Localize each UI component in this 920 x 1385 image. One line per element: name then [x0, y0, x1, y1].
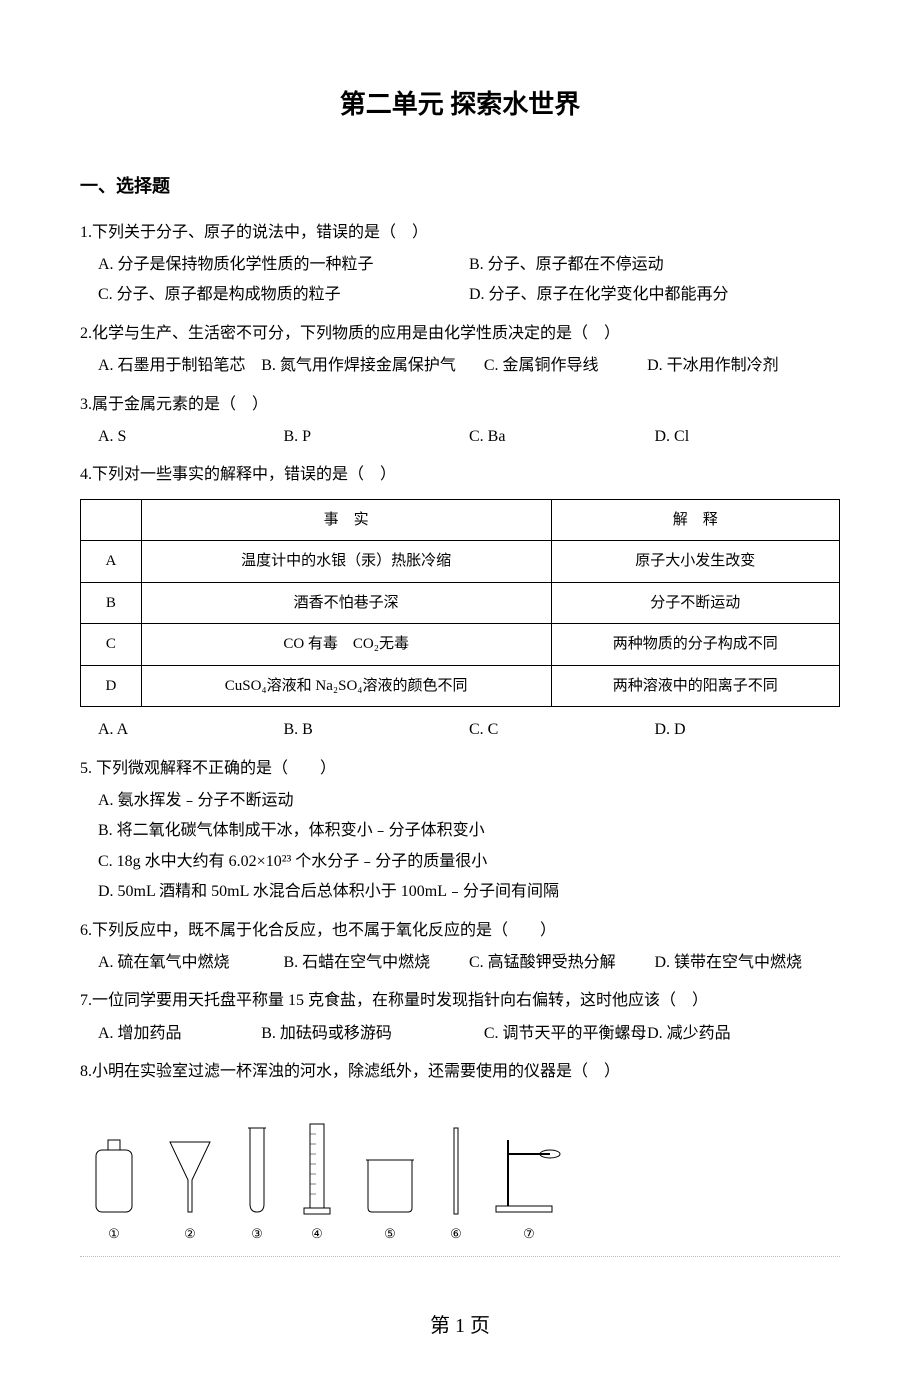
- iron-stand-icon: [494, 1136, 564, 1216]
- q4-a-label: A: [81, 541, 142, 583]
- beaker-icon: [362, 1154, 418, 1216]
- q5-opt-c: C. 18g 水中大约有 6.02×10²³ 个水分子﹣分子的质量很小: [80, 847, 840, 877]
- apparatus-1: ①: [90, 1138, 138, 1247]
- apparatus-4: ④: [300, 1120, 334, 1247]
- q4-opt-d: D. D: [655, 715, 841, 745]
- question-8: 8.小明在实验室过滤一杯浑浊的河水，除滤纸外，还需要使用的仪器是（ ） ① ② …: [80, 1057, 840, 1257]
- q4-text: 4.下列对一些事实的解释中，错误的是（ ）: [80, 460, 840, 490]
- q4-row-c: C CO 有毒 CO₂无毒 两种物质的分子构成不同: [81, 624, 840, 666]
- q4-b-explain: 分子不断运动: [551, 582, 839, 624]
- apparatus-7: ⑦: [494, 1136, 564, 1247]
- q4-opt-c: C. C: [469, 715, 655, 745]
- bottle-icon: [90, 1138, 138, 1216]
- q4-row-d: D CuSO₄溶液和 Na₂SO₄溶液的颜色不同 两种溶液中的阳离子不同: [81, 665, 840, 707]
- q1-opt-b: B. 分子、原子都在不停运动: [469, 250, 840, 280]
- q4-c-label: C: [81, 624, 142, 666]
- question-6: 6.下列反应中，既不属于化合反应，也不属于氧化反应的是（ ） A. 硫在氧气中燃…: [80, 916, 840, 979]
- q4-a-fact: 温度计中的水银（汞）热胀冷缩: [141, 541, 551, 583]
- q4-d-fact: CuSO₄溶液和 Na₂SO₄溶液的颜色不同: [141, 665, 551, 707]
- q1-opt-d: D. 分子、原子在化学变化中都能再分: [469, 280, 840, 310]
- test-tube-icon: [242, 1126, 272, 1216]
- q1-text: 1.下列关于分子、原子的说法中，错误的是（ ）: [80, 218, 840, 248]
- q7-opt-a: A. 增加药品: [98, 1019, 261, 1049]
- q6-opt-d: D. 镁带在空气中燃烧: [655, 948, 841, 978]
- q4-opt-a: A. A: [98, 715, 284, 745]
- q5-opt-a: A. 氨水挥发﹣分子不断运动: [80, 786, 840, 816]
- q3-opt-a: A. S: [98, 422, 284, 452]
- apparatus-3-label: ③: [251, 1222, 263, 1247]
- question-3: 3.属于金属元素的是（ ） A. S B. P C. Ba D. Cl: [80, 390, 840, 453]
- q3-text: 3.属于金属元素的是（ ）: [80, 390, 840, 420]
- apparatus-1-label: ①: [108, 1222, 120, 1247]
- question-4: 4.下列对一些事实的解释中，错误的是（ ） 事 实 解 释 A 温度计中的水银（…: [80, 460, 840, 745]
- q7-text: 7.一位同学要用天托盘平称量 15 克食盐，在称量时发现指针向右偏转，这时他应该…: [80, 986, 840, 1016]
- q1-opt-c: C. 分子、原子都是构成物质的粒子: [98, 280, 469, 310]
- q4-d-explain: 两种溶液中的阳离子不同: [551, 665, 839, 707]
- q2-opt-a: A. 石墨用于制铅笔芯: [98, 351, 261, 381]
- apparatus-2-label: ②: [184, 1222, 196, 1247]
- question-5: 5. 下列微观解释不正确的是（ ） A. 氨水挥发﹣分子不断运动 B. 将二氧化…: [80, 754, 840, 908]
- q2-opt-d: D. 干冰用作制冷剂: [647, 351, 840, 381]
- q3-opt-d: D. Cl: [655, 422, 841, 452]
- cylinder-icon: [300, 1120, 334, 1216]
- q2-opt-c: C. 金属铜作导线: [484, 351, 647, 381]
- q4-d-label: D: [81, 665, 142, 707]
- q4-b-fact: 酒香不怕巷子深: [141, 582, 551, 624]
- apparatus-4-label: ④: [311, 1222, 323, 1247]
- q2-opt-b: B. 氮气用作焊接金属保护气: [261, 351, 484, 381]
- funnel-icon: [166, 1138, 214, 1216]
- q6-opt-c: C. 高锰酸钾受热分解: [469, 948, 655, 978]
- q4-b-label: B: [81, 582, 142, 624]
- q4-c-fact: CO 有毒 CO₂无毒: [141, 624, 551, 666]
- q4-a-explain: 原子大小发生改变: [551, 541, 839, 583]
- q5-opt-b: B. 将二氧化碳气体制成干冰，体积变小﹣分子体积变小: [80, 816, 840, 846]
- section-heading: 一、选择题: [80, 169, 840, 203]
- q4-table: 事 实 解 释 A 温度计中的水银（汞）热胀冷缩 原子大小发生改变 B 酒香不怕…: [80, 499, 840, 708]
- q7-opt-b: B. 加砝码或移游码: [261, 1019, 484, 1049]
- q6-opt-b: B. 石蜡在空气中燃烧: [284, 948, 470, 978]
- page-footer: 第 1 页: [80, 1307, 840, 1345]
- apparatus-diagram: ① ② ③: [80, 1100, 840, 1258]
- q6-text: 6.下列反应中，既不属于化合反应，也不属于氧化反应的是（ ）: [80, 916, 840, 946]
- q6-opt-a: A. 硫在氧气中燃烧: [98, 948, 284, 978]
- q5-opt-d: D. 50mL 酒精和 50mL 水混合后总体积小于 100mL﹣分子间有间隔: [80, 877, 840, 907]
- q5-text: 5. 下列微观解释不正确的是（ ）: [80, 754, 840, 784]
- apparatus-6-label: ⑥: [450, 1222, 462, 1247]
- apparatus-3: ③: [242, 1126, 272, 1247]
- q4-th-fact: 事 实: [141, 499, 551, 541]
- apparatus-6: ⑥: [446, 1126, 466, 1247]
- question-1: 1.下列关于分子、原子的说法中，错误的是（ ） A. 分子是保持物质化学性质的一…: [80, 218, 840, 311]
- q4-row-b: B 酒香不怕巷子深 分子不断运动: [81, 582, 840, 624]
- apparatus-5: ⑤: [362, 1154, 418, 1247]
- q3-opt-c: C. Ba: [469, 422, 655, 452]
- apparatus-7-label: ⑦: [523, 1222, 535, 1247]
- q4-row-a: A 温度计中的水银（汞）热胀冷缩 原子大小发生改变: [81, 541, 840, 583]
- q7-opt-c: C. 调节天平的平衡螺母: [484, 1019, 647, 1049]
- q2-text: 2.化学与生产、生活密不可分，下列物质的应用是由化学性质决定的是（ ）: [80, 319, 840, 349]
- question-2: 2.化学与生产、生活密不可分，下列物质的应用是由化学性质决定的是（ ） A. 石…: [80, 319, 840, 382]
- glass-rod-icon: [446, 1126, 466, 1216]
- apparatus-2: ②: [166, 1138, 214, 1247]
- q1-opt-a: A. 分子是保持物质化学性质的一种粒子: [98, 250, 469, 280]
- page-title: 第二单元 探索水世界: [80, 80, 840, 129]
- question-7: 7.一位同学要用天托盘平称量 15 克食盐，在称量时发现指针向右偏转，这时他应该…: [80, 986, 840, 1049]
- q7-opt-d: D. 减少药品: [647, 1019, 840, 1049]
- q4-c-explain: 两种物质的分子构成不同: [551, 624, 839, 666]
- q4-opt-b: B. B: [284, 715, 470, 745]
- apparatus-5-label: ⑤: [384, 1222, 396, 1247]
- q4-th-blank: [81, 499, 142, 541]
- q8-text: 8.小明在实验室过滤一杯浑浊的河水，除滤纸外，还需要使用的仪器是（ ）: [80, 1057, 840, 1087]
- q4-th-explain: 解 释: [551, 499, 839, 541]
- q3-opt-b: B. P: [284, 422, 470, 452]
